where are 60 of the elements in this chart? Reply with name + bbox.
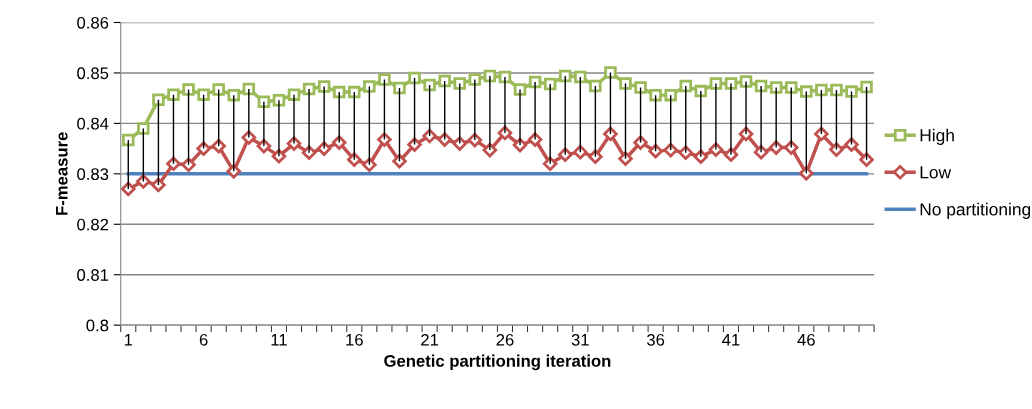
point (724, 77, 738, 90)
point (227, 88, 240, 102)
point (257, 95, 271, 108)
legend-label: High (920, 128, 954, 145)
x-tick-label: 16 (346, 333, 363, 346)
x-tick-label: 41 (722, 334, 740, 346)
point (845, 85, 858, 98)
point (769, 81, 783, 94)
point (287, 88, 301, 101)
x-tick-label: 21 (421, 333, 439, 346)
y-tick-label: 0.83 (77, 168, 109, 181)
point (197, 88, 210, 101)
point (604, 66, 617, 79)
x-tick-label: 31 (571, 333, 589, 346)
point (378, 73, 391, 86)
point (634, 81, 647, 94)
point (212, 83, 225, 96)
point (393, 81, 406, 95)
point (363, 80, 376, 93)
y-axis-title: F-measure (56, 132, 68, 215)
x-tick-label: 11 (271, 334, 287, 346)
x-axis-title: Genetic partitioning iteration (384, 354, 611, 371)
point (408, 71, 421, 85)
point (574, 70, 587, 84)
x-tick-label: 46 (797, 333, 815, 346)
point (558, 69, 572, 83)
x-tick-label: 36 (647, 333, 665, 346)
point (649, 88, 662, 102)
x-tick-label: 6 (199, 333, 208, 346)
point (423, 78, 436, 92)
y-tick-label: 0.81 (77, 269, 109, 281)
x-tick-label: 26 (496, 333, 514, 346)
point (589, 79, 602, 93)
legend-label: Low (920, 166, 952, 179)
point (664, 88, 677, 102)
y-tick-label: 0.86 (77, 16, 109, 29)
y-tick-label: 0.85 (77, 67, 109, 80)
point (800, 85, 813, 98)
point (513, 83, 527, 96)
point (830, 83, 843, 97)
x-tick-label: 1 (124, 334, 133, 346)
point (815, 83, 828, 97)
point (453, 77, 467, 90)
point (332, 85, 346, 99)
point (348, 85, 361, 99)
point (679, 79, 693, 93)
y-tick-label: 0.8 (86, 319, 109, 332)
point (619, 77, 632, 90)
point (784, 81, 798, 94)
y-tick-label: 0.84 (77, 117, 109, 130)
point (167, 88, 180, 101)
point (438, 74, 451, 88)
point (709, 77, 723, 90)
point (317, 80, 331, 93)
point (739, 75, 753, 88)
legend-label: No partitioning (920, 202, 1031, 219)
point (152, 93, 165, 106)
point (860, 80, 873, 94)
y-tick-label: 0.82 (77, 218, 109, 231)
point (182, 83, 195, 96)
